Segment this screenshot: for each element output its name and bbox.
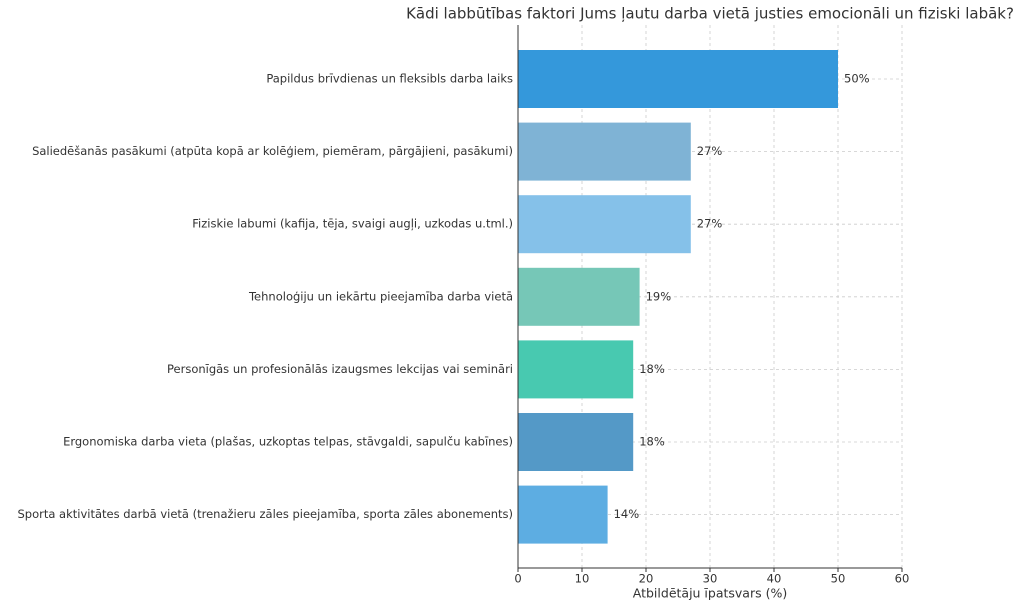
value-label: 14% [614, 507, 640, 521]
value-label: 50% [844, 72, 870, 86]
value-label: 18% [639, 435, 665, 449]
bar [518, 50, 838, 108]
bar [518, 122, 691, 181]
y-tick-label: Sporta aktivitātes darbā vietā (trenažie… [17, 507, 513, 521]
y-tick-label: Tehnoloģiju un iekārtu pieejamība darba … [248, 289, 513, 303]
x-tick-label: 40 [767, 572, 782, 586]
value-label: 27% [697, 217, 723, 231]
x-tick-label: 10 [575, 572, 590, 586]
y-tick-label: Personīgās un profesionālās izaugsmes le… [167, 362, 513, 376]
bar [518, 340, 634, 399]
x-axis-label: Atbildētāju īpatsvars (%) [633, 586, 787, 601]
x-tick-label: 50 [831, 572, 846, 586]
x-tick-label: 20 [639, 572, 654, 586]
bar [518, 267, 640, 326]
value-label: 27% [697, 144, 723, 158]
x-tick-label: 30 [703, 572, 718, 586]
chart-title: Kādi labbūtības faktori Jums ļautu darba… [406, 5, 1014, 23]
value-label: 18% [639, 362, 665, 376]
y-tick-label: Fiziskie labumi (kafija, tēja, svaigi au… [192, 217, 513, 231]
y-tick-label: Ergonomiska darba vieta (plašas, uzkopta… [63, 435, 513, 449]
y-tick-label: Papildus brīvdienas un fleksibls darba l… [266, 72, 513, 86]
bar [518, 195, 691, 254]
bar [518, 485, 608, 544]
x-tick-label: 60 [895, 572, 910, 586]
x-tick-label: 0 [514, 572, 521, 586]
bar [518, 413, 634, 471]
value-label: 19% [646, 289, 672, 303]
y-tick-label: Saliedēšanās pasākumi (atpūta kopā ar ko… [32, 144, 513, 158]
